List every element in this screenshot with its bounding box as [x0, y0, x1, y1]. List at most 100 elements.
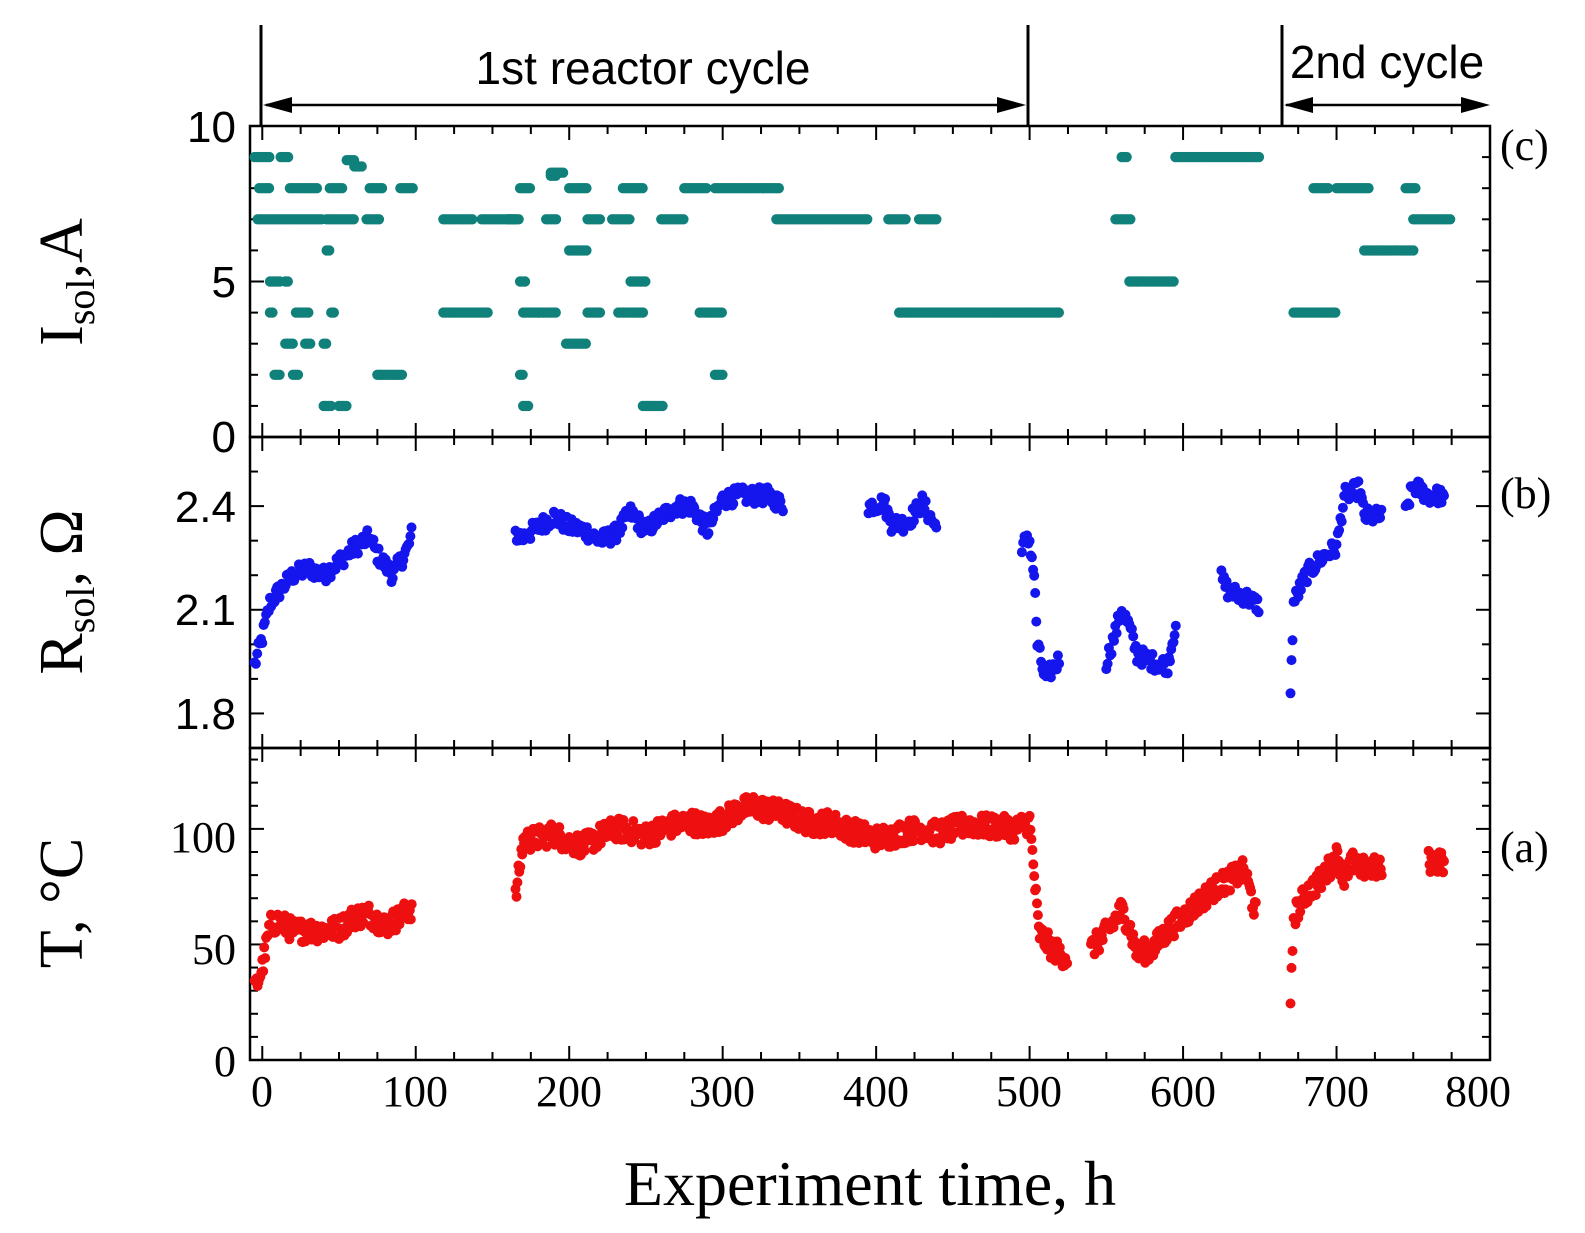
rsol-point [617, 522, 628, 533]
temperature-point [1108, 922, 1119, 933]
temperature-point [1094, 945, 1105, 956]
isol-point [862, 214, 873, 225]
rsol-point [1337, 502, 1348, 513]
isol-point [1253, 151, 1265, 163]
temperature-point [1316, 883, 1327, 894]
cycle1-arrow-left-head [263, 97, 292, 113]
rsol-point [1302, 577, 1312, 588]
isol-point [274, 369, 285, 380]
temperature-point [1025, 824, 1036, 835]
temperature-point [1031, 883, 1041, 894]
cycle-annotations: 1st reactor cycle 2nd cycle [259, 25, 1490, 125]
rsol-point [1295, 585, 1306, 595]
isol-point [678, 214, 689, 225]
isol-point [1363, 183, 1374, 194]
rsol-point [728, 498, 739, 509]
isol-point [324, 245, 335, 256]
isol-point [325, 400, 337, 412]
isol-point [717, 369, 728, 380]
rsol-point [368, 534, 379, 545]
rsol-point [1170, 620, 1181, 631]
panel-a-ytick-1: 50 [192, 925, 236, 974]
panel-b-ylabel-tail: , Ω [28, 509, 96, 586]
rsol-point [525, 534, 536, 544]
xtick-500: 500 [996, 1067, 1062, 1116]
temperature-point [363, 900, 374, 911]
isol-point [517, 369, 528, 380]
temperature-point [1248, 909, 1259, 920]
temperature-point [1118, 903, 1129, 914]
panel-b-ytick-labels: 1.8 2.1 2.4 [175, 483, 236, 739]
temperature-point [517, 849, 528, 860]
panel-c-ytick-labels: 0 5 10 [187, 103, 236, 462]
isol-point [550, 214, 562, 225]
rsol-point [1252, 594, 1263, 605]
isol-point [510, 214, 521, 225]
rsol-point [1169, 630, 1180, 641]
rsol-point [257, 638, 268, 649]
temperature-point [1295, 906, 1306, 917]
panel-c-ytick-1: 5 [212, 258, 236, 307]
temperature-point [296, 916, 307, 927]
temperature-point [1169, 931, 1179, 942]
temperature-point [628, 816, 639, 827]
isol-point [716, 307, 727, 318]
xtick-200: 200 [536, 1067, 602, 1116]
panel-b-tag: (b) [1500, 469, 1551, 518]
panel-b-ylabel-main: R [28, 633, 96, 675]
panel-b-ytick-1: 2.1 [175, 586, 236, 635]
isol-point [376, 183, 388, 194]
isol-point [594, 307, 606, 318]
rsol-point [1031, 616, 1042, 627]
temperature-point [1125, 919, 1136, 930]
isol-point [348, 214, 359, 225]
rsol-point [1286, 655, 1297, 666]
isol-point [522, 400, 534, 412]
isol-point [467, 214, 478, 225]
panel-a-tag: (a) [1500, 823, 1549, 872]
temperature-point [406, 899, 417, 910]
panel-c-ytick-2: 10 [187, 103, 236, 152]
isol-point [1053, 307, 1065, 318]
rsol-point [1336, 516, 1347, 527]
rsol-point [1126, 623, 1137, 634]
rsol-point [777, 506, 788, 517]
rsol-point [1045, 672, 1056, 683]
temperature-point [405, 914, 416, 925]
isol-point [282, 151, 294, 163]
temperature-point [541, 841, 552, 852]
temperature-point [1026, 834, 1037, 845]
isol-point [320, 338, 332, 349]
isol-point [581, 245, 592, 256]
temperature-point [1028, 859, 1039, 870]
rsol-point [373, 543, 384, 554]
temperature-point [1246, 886, 1257, 897]
rsol-point [406, 522, 417, 533]
panel-c-ylabel-sub: sol [58, 278, 103, 325]
rsol-point [1331, 539, 1342, 550]
rsol-point [1287, 635, 1298, 646]
isol-point [1410, 183, 1421, 194]
temperature-point [1242, 868, 1253, 879]
rsol-point [1147, 649, 1158, 659]
isol-point [264, 151, 275, 163]
temperature-point [650, 837, 661, 848]
cycle2-label: 2nd cycle [1290, 36, 1484, 88]
isol-point [1125, 214, 1136, 225]
rsol-point [1029, 570, 1040, 581]
rsol-point [1375, 512, 1386, 523]
isol-point [287, 338, 298, 349]
isol-point [1444, 214, 1456, 225]
temperature-point [1029, 871, 1040, 882]
xtick-0: 0 [251, 1067, 273, 1116]
panel-a-ytick-0: 0 [214, 1037, 236, 1086]
panel-b-ylabel: Rsol, Ω [28, 509, 103, 674]
temperature-point [1027, 845, 1038, 855]
isol-point [311, 183, 323, 194]
isol-point [657, 400, 668, 412]
temperature-point [1310, 890, 1321, 901]
isol-point [305, 338, 316, 349]
isol-point [580, 338, 591, 349]
temperature-point [579, 845, 590, 856]
rsol-point [1285, 688, 1296, 699]
